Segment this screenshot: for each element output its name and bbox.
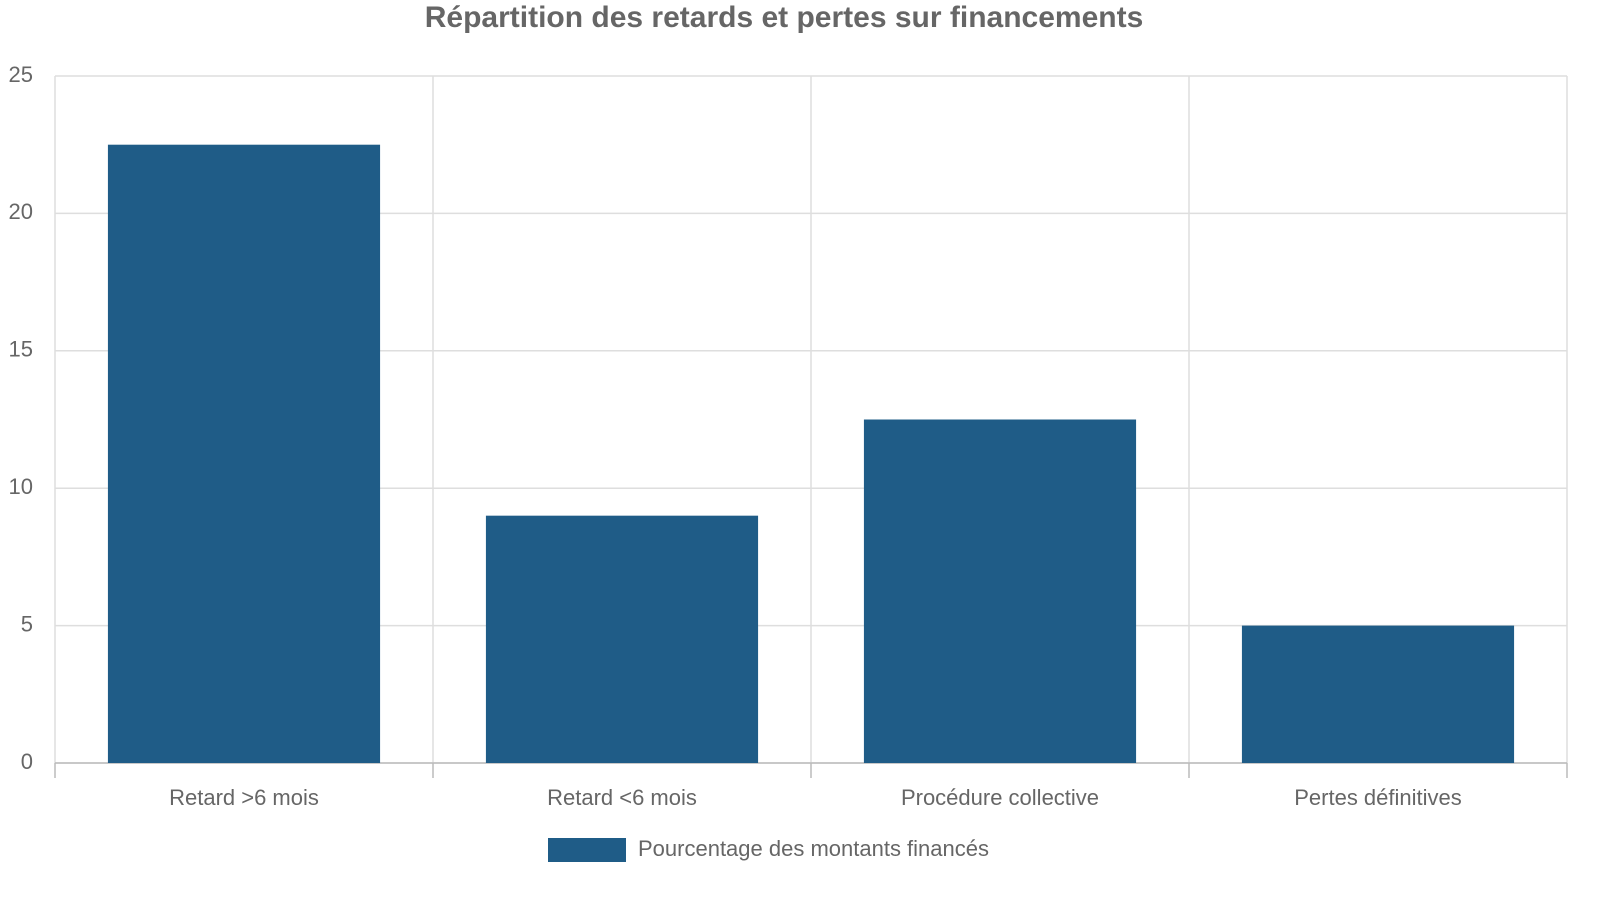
x-tick-label: Retard <6 mois: [547, 785, 697, 810]
x-tick-label: Retard >6 mois: [169, 785, 319, 810]
x-tick-label: Pertes définitives: [1294, 785, 1462, 810]
y-tick-label: 25: [9, 62, 33, 87]
bar: [107, 144, 381, 763]
chart-title: Répartition des retards et pertes sur fi…: [425, 1, 1144, 34]
x-tick-label: Procédure collective: [901, 785, 1099, 810]
bar: [863, 419, 1137, 763]
y-tick-label: 10: [9, 474, 33, 499]
y-tick-label: 20: [9, 199, 33, 224]
bar: [1241, 625, 1515, 763]
legend-label: Pourcentage des montants financés: [638, 836, 989, 861]
y-tick-label: 15: [9, 337, 33, 362]
legend-swatch: [548, 838, 626, 862]
bar: [485, 515, 759, 763]
y-tick-label: 5: [21, 611, 33, 636]
y-tick-label: 0: [21, 749, 33, 774]
